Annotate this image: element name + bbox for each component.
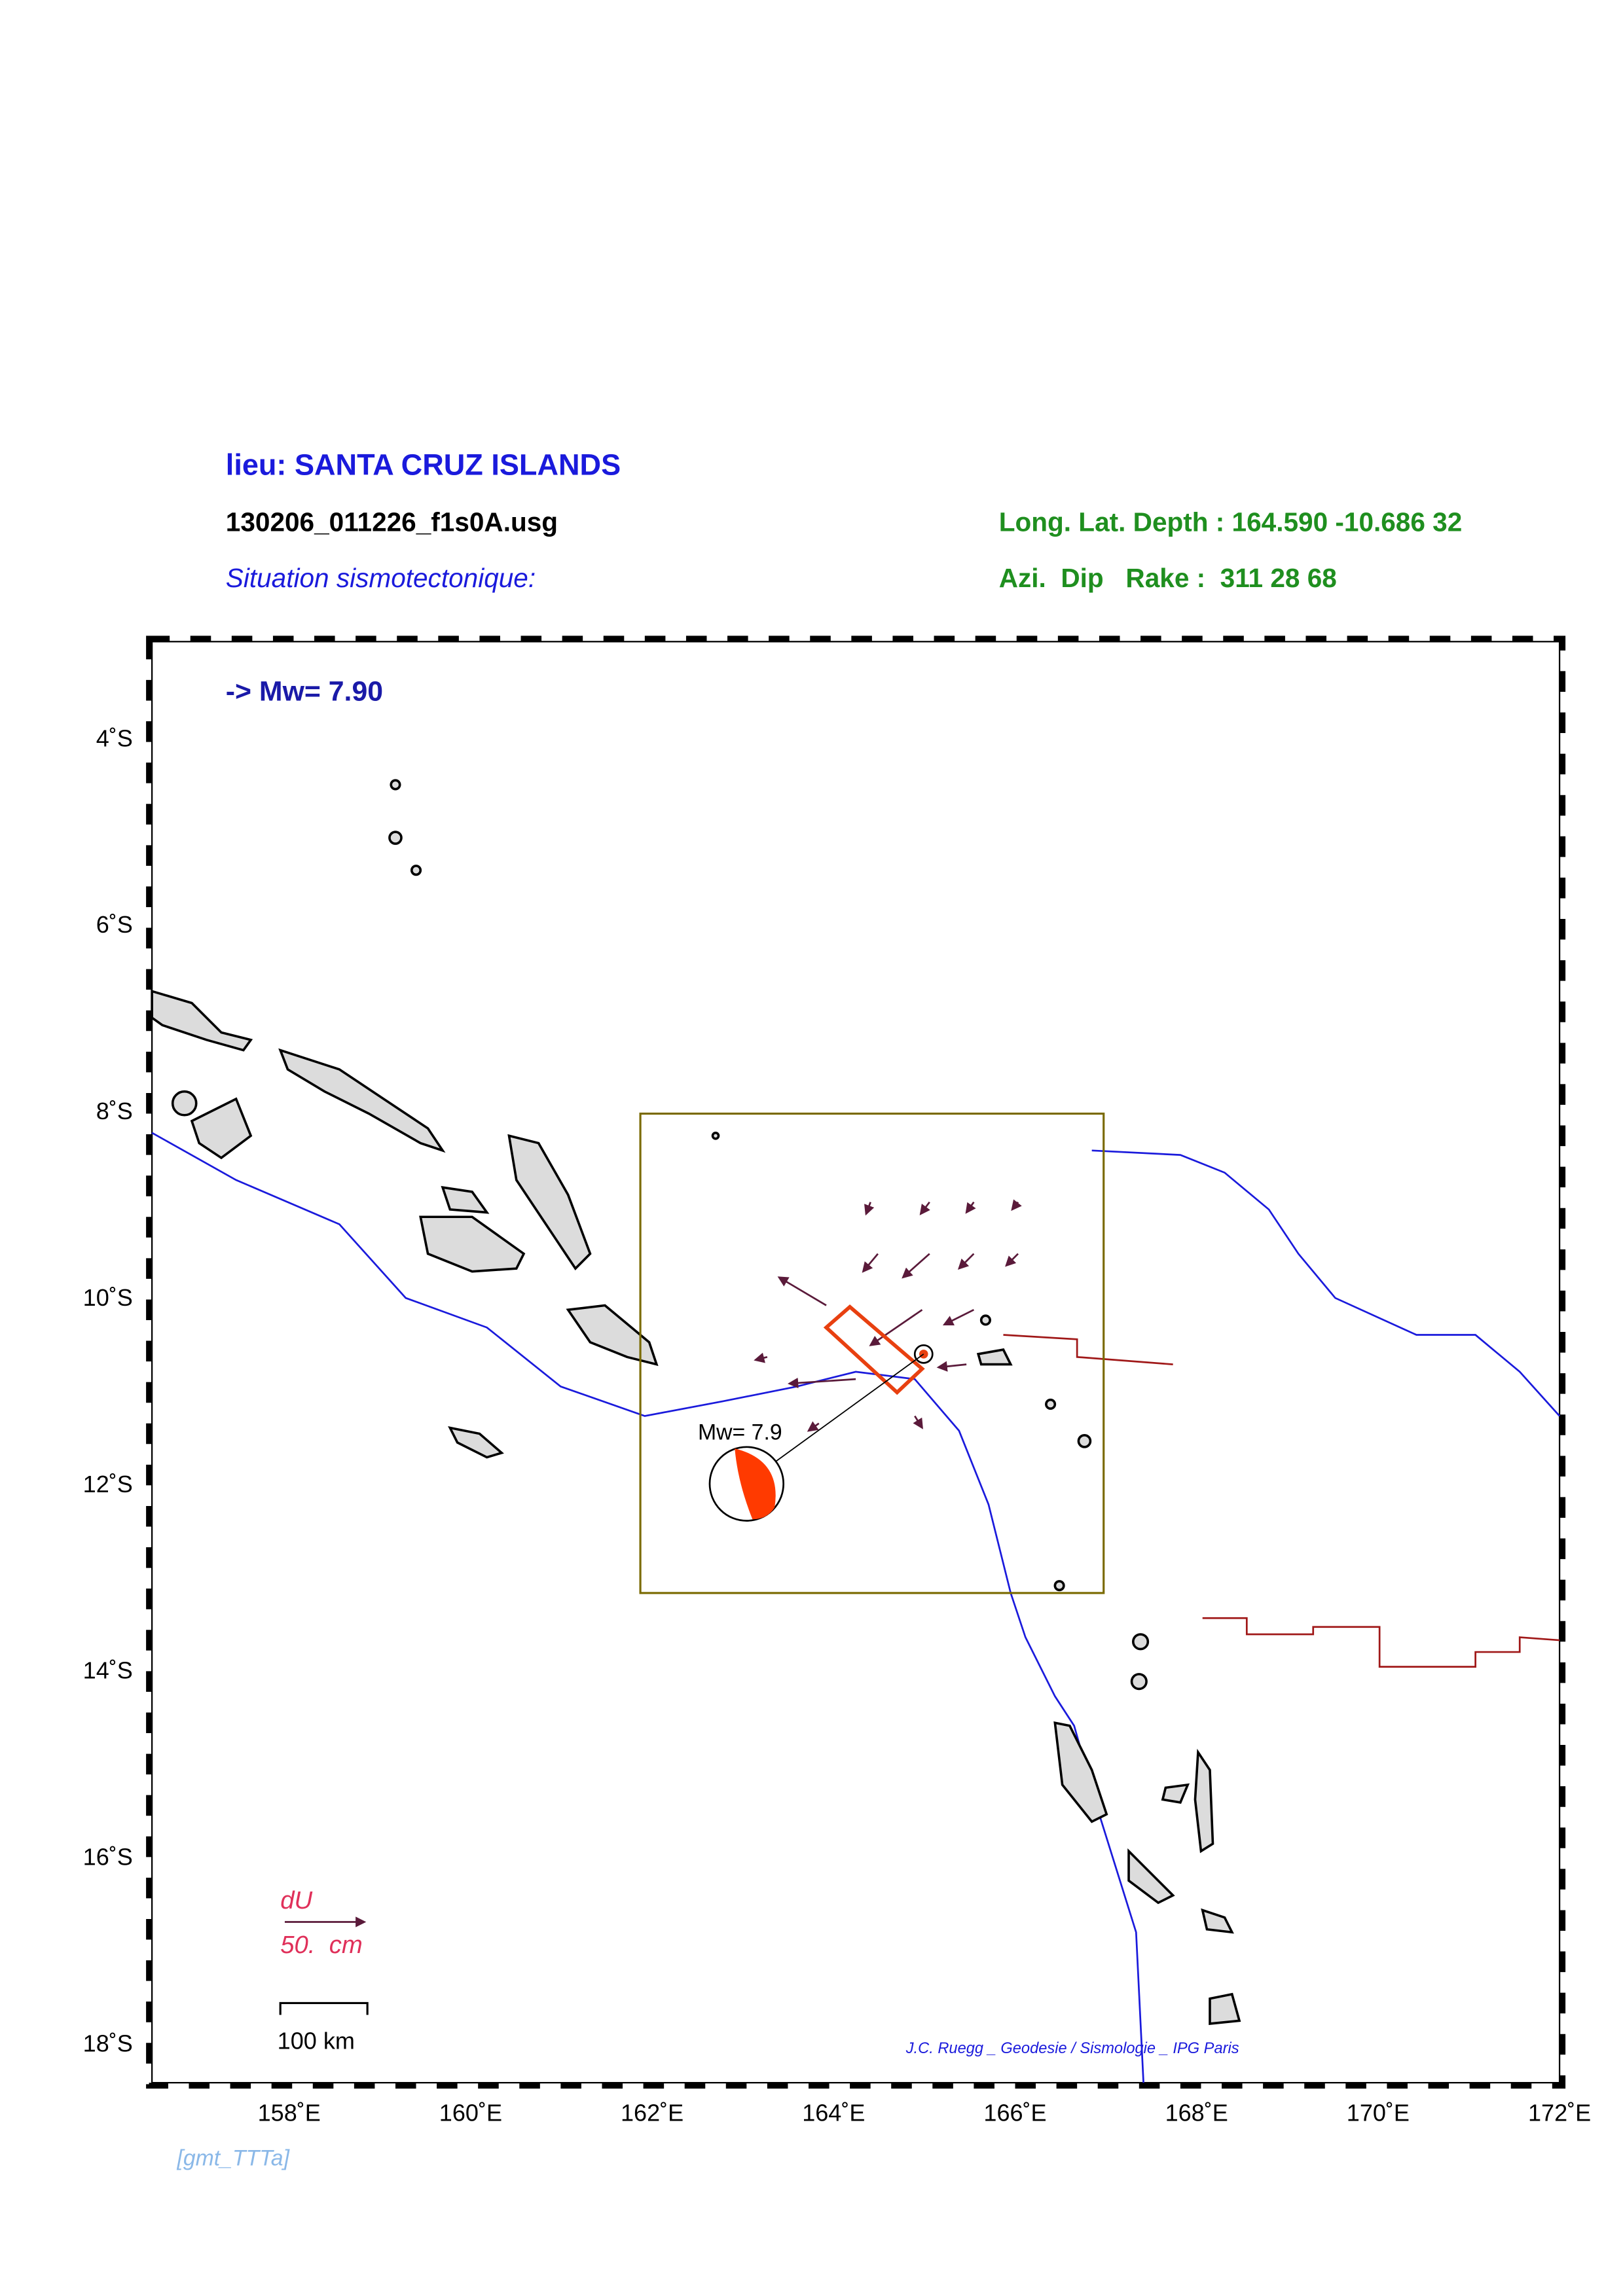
- lat-tick-label: 16˚S: [83, 1843, 133, 1870]
- lat-tick-label: 10˚S: [83, 1284, 133, 1311]
- lat-axis: 4˚S 6˚S 8˚S 10˚S 12˚S 14˚S 16˚S 18˚S: [83, 725, 133, 2056]
- legend: dU 50. cm 100 km: [278, 1886, 369, 2054]
- plate-boundaries: [151, 1132, 1561, 2083]
- lat-tick-label: 6˚S: [96, 911, 133, 938]
- map-frame: [146, 636, 1566, 2089]
- location-title: lieu: SANTA CRUZ ISLANDS: [226, 448, 621, 482]
- lon-tick-label: 168˚E: [1165, 2100, 1228, 2126]
- lat-tick-label: 4˚S: [96, 725, 133, 751]
- lon-tick-label: 158˚E: [258, 2100, 321, 2126]
- legend-arrow-label: dU: [280, 1886, 312, 1914]
- lon-tick-label: 160˚E: [439, 2100, 502, 2126]
- mechanism: Azi. Dip Rake : 311 28 68: [999, 563, 1337, 593]
- lon-axis: 158˚E 160˚E 162˚E 164˚E 166˚E 168˚E 170˚E 172˚E: [258, 2100, 1592, 2126]
- beachball-label: Mw= 7.9: [698, 1420, 782, 1445]
- coastlines: [151, 779, 1241, 2025]
- beachball: [708, 1446, 785, 1522]
- fault-plane: [767, 1304, 934, 1469]
- magnitude-note: -> Mw= 7.90: [226, 675, 383, 707]
- section-title: Situation sismotectonique:: [226, 563, 536, 593]
- legend-arrow-scale: 50. cm: [280, 1931, 363, 1959]
- lon-tick-label: 164˚E: [802, 2100, 865, 2126]
- footer-tag: [gmt_TTTa]: [176, 2145, 290, 2170]
- lat-tick-label: 8˚S: [96, 1098, 133, 1124]
- hypocenter: Long. Lat. Depth : 164.590 -10.686 32: [999, 507, 1463, 537]
- lon-tick-label: 170˚E: [1347, 2100, 1410, 2126]
- event-file: 130206_011226_f1s0A.usg: [226, 507, 558, 537]
- scale-bar-label: 100 km: [278, 2027, 355, 2054]
- lat-tick-label: 18˚S: [83, 2030, 133, 2056]
- lat-tick-label: 12˚S: [83, 1471, 133, 1498]
- displacement-arrows: [754, 1199, 1022, 1432]
- lon-tick-label: 166˚E: [983, 2100, 1046, 2126]
- credit: J.C. Ruegg _ Geodesie / Sismologie _ IPG…: [905, 2040, 1239, 2057]
- model-box: [639, 1112, 1105, 1594]
- lon-tick-label: 172˚E: [1528, 2100, 1591, 2126]
- lon-tick-label: 162˚E: [621, 2100, 684, 2126]
- lat-tick-label: 14˚S: [83, 1657, 133, 1684]
